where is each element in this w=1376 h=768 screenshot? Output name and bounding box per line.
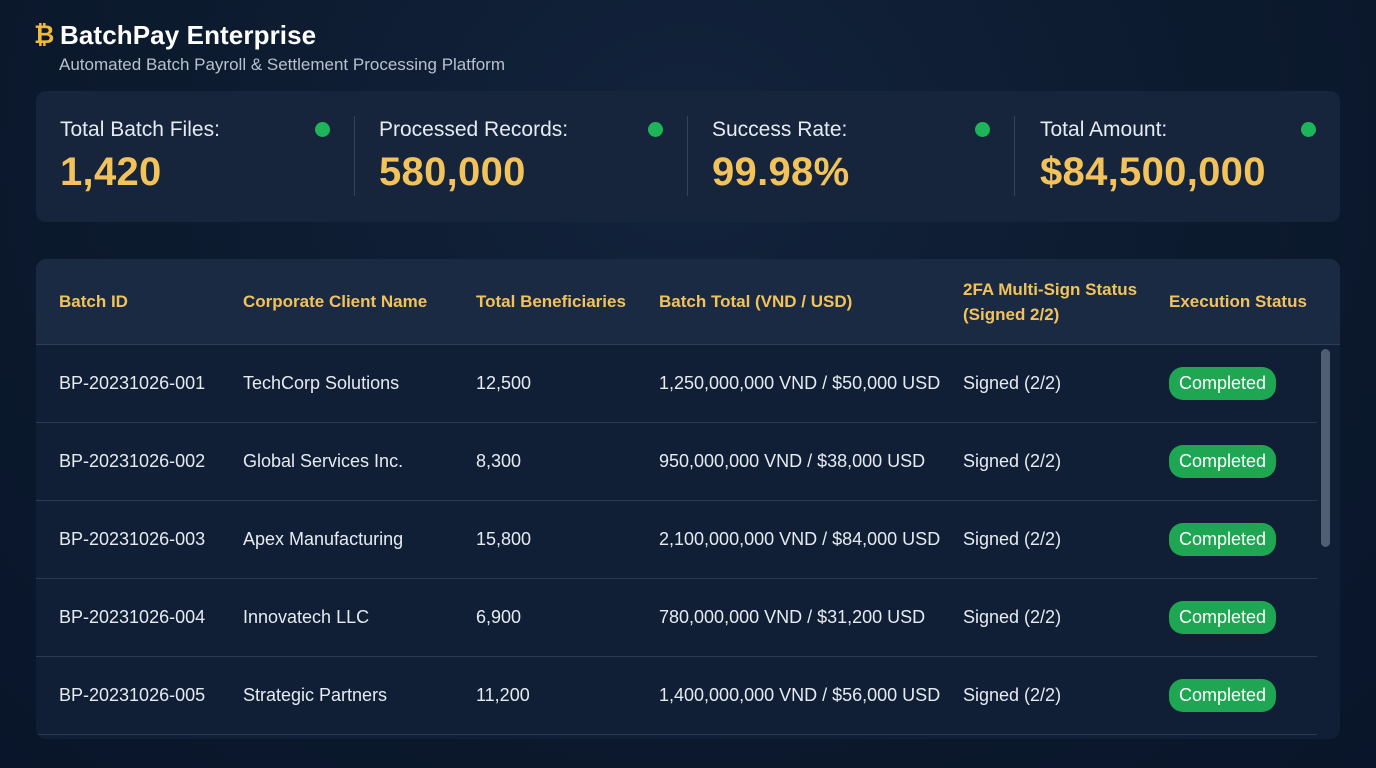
sign-status-cell: Signed (2/2) <box>963 607 1062 627</box>
execution-status-cell: Completed <box>1169 345 1277 422</box>
sign-status-cell: Signed (2/2) <box>963 529 1062 549</box>
column-header-batch-total[interactable]: Batch Total (VND / USD) <box>659 292 853 311</box>
beneficiaries-cell: 8,300 <box>476 451 522 471</box>
app-subtitle: Automated Batch Payroll & Settlement Pro… <box>59 55 505 74</box>
batch-table: Batch ID Corporate Client Name Total Ben… <box>36 259 1340 739</box>
beneficiaries-cell: 12,500 <box>476 373 532 393</box>
app-title: BatchPay Enterprise <box>60 19 317 50</box>
stat-label: Total Batch Files: <box>60 118 220 141</box>
status-dot-icon <box>975 122 990 137</box>
beneficiaries-cell: 6,900 <box>476 607 522 627</box>
stat-label: Processed Records: <box>379 118 569 141</box>
execution-status-cell: Completed <box>1169 657 1277 734</box>
batch-total-cell: 2,100,000,000 VND / $84,000 USD <box>659 529 941 549</box>
table-row[interactable]: BP-20231026-005 Strategic Partners 11,20… <box>36 657 1317 735</box>
stat-label: Success Rate: <box>712 118 848 141</box>
column-header-execution-status[interactable]: Execution Status <box>1169 292 1307 311</box>
batch-total-cell: 1,400,000,000 VND / $56,000 USD <box>659 685 941 705</box>
table-header: Batch ID Corporate Client Name Total Ben… <box>36 259 1340 345</box>
column-header-2fa-status[interactable]: 2FA Multi-Sign Status (Signed 2/2) <box>963 279 1138 324</box>
table-row[interactable]: BP-20231026-004 Innovatech LLC 6,900 780… <box>36 579 1317 657</box>
stat-label: Total Amount: <box>1040 118 1168 141</box>
sign-status-cell: Signed (2/2) <box>963 451 1062 471</box>
stats-panel: Total Batch Files: 1,420 Processed Recor… <box>36 91 1340 222</box>
stat-value: 99.98% <box>712 150 850 194</box>
status-dot-icon <box>648 122 663 137</box>
client-name-cell: Apex Manufacturing <box>243 529 404 549</box>
batch-id-cell: BP-20231026-004 <box>59 607 206 627</box>
status-dot-icon <box>315 122 330 137</box>
stat-value: 1,420 <box>60 150 162 194</box>
batch-id-cell: BP-20231026-001 <box>59 373 206 393</box>
batch-id-cell: BP-20231026-005 <box>59 685 206 705</box>
brand: ₿ BatchPay Enterprise <box>34 18 505 52</box>
table-row[interactable]: BP-20231026-003 Apex Manufacturing 15,80… <box>36 501 1317 579</box>
execution-status-cell: Completed <box>1169 423 1277 500</box>
stat-value: $84,500,000 <box>1040 150 1266 194</box>
app-header: ₿ BatchPay Enterprise Automated Batch Pa… <box>34 18 505 75</box>
stat-value: 580,000 <box>379 150 526 194</box>
batch-total-cell: 780,000,000 VND / $31,200 USD <box>659 607 926 627</box>
status-badge: Completed <box>1169 679 1277 712</box>
stat-success-rate: Success Rate: 99.98% <box>712 91 1008 222</box>
status-badge: Completed <box>1169 445 1277 478</box>
client-name-cell: Strategic Partners <box>243 685 388 705</box>
beneficiaries-cell: 11,200 <box>476 685 530 705</box>
status-badge: Completed <box>1169 601 1277 634</box>
status-badge: Completed <box>1169 367 1277 400</box>
client-name-cell: Global Services Inc. <box>243 451 404 471</box>
table-body: BP-20231026-001 TechCorp Solutions 12,50… <box>36 345 1317 735</box>
stat-divider <box>1014 116 1015 196</box>
batch-id-cell: BP-20231026-002 <box>59 451 206 471</box>
execution-status-cell: Completed <box>1169 501 1277 578</box>
execution-status-cell: Completed <box>1169 579 1277 656</box>
table-scrollbar[interactable] <box>1321 349 1330 729</box>
batch-total-cell: 950,000,000 VND / $38,000 USD <box>659 451 926 471</box>
status-badge: Completed <box>1169 523 1277 556</box>
beneficiaries-cell: 15,800 <box>476 529 532 549</box>
batch-total-cell: 1,250,000,000 VND / $50,000 USD <box>659 373 941 393</box>
table-row[interactable]: BP-20231026-002 Global Services Inc. 8,3… <box>36 423 1317 501</box>
stat-processed-records: Processed Records: 580,000 <box>379 91 675 222</box>
stat-divider <box>354 116 355 196</box>
batch-id-cell: BP-20231026-003 <box>59 529 206 549</box>
client-name-cell: TechCorp Solutions <box>243 373 400 393</box>
column-header-client-name[interactable]: Corporate Client Name <box>243 292 428 311</box>
bitcoin-icon: ₿ <box>34 20 55 49</box>
status-dot-icon <box>1301 122 1316 137</box>
column-header-batch-id[interactable]: Batch ID <box>59 292 128 311</box>
sign-status-cell: Signed (2/2) <box>963 373 1062 393</box>
sign-status-cell: Signed (2/2) <box>963 685 1062 705</box>
column-header-beneficiaries[interactable]: Total Beneficiaries <box>476 292 626 311</box>
scrollbar-thumb[interactable] <box>1321 349 1330 547</box>
stat-divider <box>687 116 688 196</box>
table-row[interactable]: BP-20231026-001 TechCorp Solutions 12,50… <box>36 345 1317 423</box>
stat-total-amount: Total Amount: $84,500,000 <box>1040 91 1330 222</box>
client-name-cell: Innovatech LLC <box>243 607 370 627</box>
stat-total-batch-files: Total Batch Files: 1,420 <box>60 91 356 222</box>
